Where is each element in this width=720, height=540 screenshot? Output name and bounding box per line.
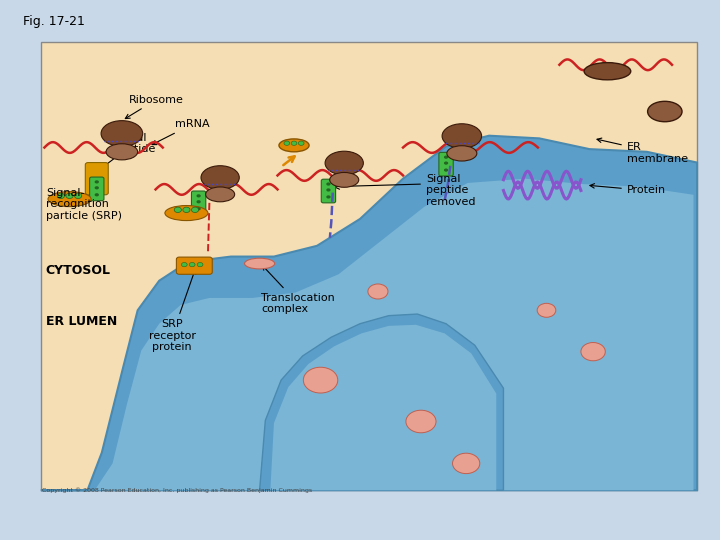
Circle shape <box>66 193 73 199</box>
Circle shape <box>94 180 99 184</box>
Circle shape <box>326 183 330 186</box>
Circle shape <box>183 207 190 213</box>
Circle shape <box>94 186 99 190</box>
FancyBboxPatch shape <box>85 163 108 195</box>
Ellipse shape <box>647 102 682 122</box>
Circle shape <box>453 453 480 474</box>
Ellipse shape <box>442 124 482 149</box>
Text: Translocation
complex: Translocation complex <box>261 265 335 314</box>
Text: Fig. 17-21: Fig. 17-21 <box>23 15 85 28</box>
Circle shape <box>189 262 195 267</box>
Polygon shape <box>270 325 496 490</box>
Circle shape <box>75 193 81 199</box>
Text: Copyright © 2008 Pearson Education, Inc. publishing as Pearson Benjamin Cummings: Copyright © 2008 Pearson Education, Inc.… <box>42 487 312 492</box>
Text: Ribosome: Ribosome <box>125 94 184 119</box>
Circle shape <box>444 161 449 165</box>
Ellipse shape <box>245 258 274 269</box>
FancyBboxPatch shape <box>89 177 104 201</box>
Circle shape <box>192 207 199 213</box>
Text: SRP
receptor
protein: SRP receptor protein <box>148 269 196 352</box>
Circle shape <box>197 262 203 267</box>
Text: ER LUMEN: ER LUMEN <box>46 314 117 328</box>
Circle shape <box>58 193 65 199</box>
Ellipse shape <box>48 192 91 207</box>
Circle shape <box>581 342 606 361</box>
Circle shape <box>174 207 181 213</box>
Circle shape <box>537 303 556 318</box>
Circle shape <box>291 141 297 145</box>
FancyBboxPatch shape <box>176 257 212 274</box>
Circle shape <box>326 188 330 192</box>
Text: CYTOSOL: CYTOSOL <box>46 264 111 276</box>
Ellipse shape <box>279 139 309 152</box>
Ellipse shape <box>201 166 239 190</box>
Text: mRNA: mRNA <box>152 119 210 145</box>
Ellipse shape <box>206 187 235 202</box>
Circle shape <box>298 141 304 145</box>
Circle shape <box>444 168 449 172</box>
FancyBboxPatch shape <box>321 179 336 203</box>
Circle shape <box>444 156 449 159</box>
Circle shape <box>368 284 388 299</box>
Circle shape <box>197 194 201 198</box>
Ellipse shape <box>584 63 631 80</box>
Ellipse shape <box>101 120 143 146</box>
Ellipse shape <box>325 151 364 175</box>
Circle shape <box>326 195 330 199</box>
Ellipse shape <box>330 172 359 187</box>
Circle shape <box>303 367 338 393</box>
Circle shape <box>181 262 187 267</box>
Ellipse shape <box>165 206 208 220</box>
Circle shape <box>197 207 201 211</box>
Circle shape <box>94 193 99 197</box>
Polygon shape <box>41 136 697 490</box>
Ellipse shape <box>106 144 138 160</box>
Polygon shape <box>55 179 693 490</box>
Text: Signal
peptide: Signal peptide <box>102 133 155 168</box>
FancyBboxPatch shape <box>192 191 206 215</box>
Text: Signal-
recognition
particle (SRP): Signal- recognition particle (SRP) <box>46 188 122 221</box>
Ellipse shape <box>447 146 477 161</box>
Circle shape <box>406 410 436 433</box>
Polygon shape <box>260 314 503 490</box>
Text: Signal
peptide
removed: Signal peptide removed <box>426 174 475 207</box>
Circle shape <box>284 141 289 145</box>
Text: Protein: Protein <box>590 184 666 195</box>
Text: ER
membrane: ER membrane <box>597 138 688 164</box>
FancyBboxPatch shape <box>41 42 697 490</box>
Circle shape <box>197 200 201 204</box>
FancyBboxPatch shape <box>439 152 453 176</box>
